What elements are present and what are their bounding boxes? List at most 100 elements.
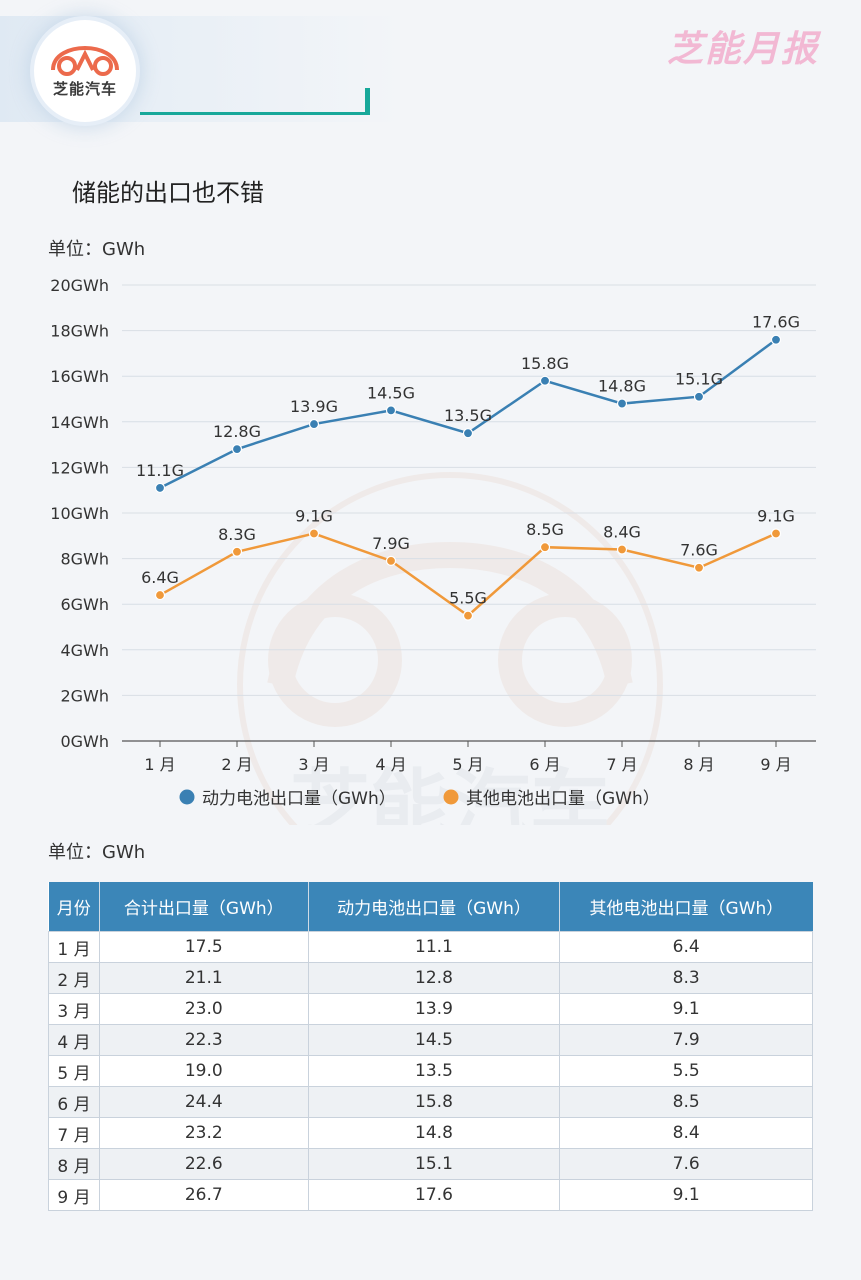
table-cell: 5 月 — [48, 1055, 100, 1087]
table-cell: 5.5 — [559, 1055, 813, 1087]
x-tick-label: 7 月 — [606, 755, 637, 774]
data-point — [616, 398, 628, 409]
data-point — [385, 555, 397, 566]
data-label: 8.4G — [603, 522, 641, 541]
table-header-cell: 月份 — [48, 882, 100, 932]
table-header-row: 月份 合计出口量（GWh） 动力电池出口量（GWh） 其他电池出口量（GWh） — [48, 882, 813, 932]
data-label: 12.8G — [213, 422, 261, 441]
x-tick-label: 1 月 — [144, 755, 175, 774]
data-point — [693, 562, 705, 573]
data-label: 15.8G — [521, 354, 569, 373]
y-tick-label: 0GWh — [60, 732, 109, 751]
table-header-cell: 其他电池出口量（GWh） — [559, 882, 813, 932]
table-cell: 8 月 — [48, 1148, 100, 1180]
brand-title: 芝能月报 — [666, 29, 819, 70]
data-label: 13.9G — [290, 397, 338, 416]
y-tick-label: 12GWh — [50, 458, 109, 477]
table-row: 6 月 24.4 15.8 8.5 — [48, 1086, 813, 1118]
table-cell: 14.8 — [307, 1117, 561, 1149]
export-table: 月份 合计出口量（GWh） 动力电池出口量（GWh） 其他电池出口量（GWh） 1 月… — [48, 882, 813, 1211]
data-point — [693, 391, 705, 402]
legend-marker-icon — [443, 789, 459, 805]
table-cell: 15.1 — [307, 1148, 561, 1180]
data-point — [462, 428, 474, 439]
x-tick-label: 3 月 — [298, 755, 329, 774]
table-cell: 6 月 — [48, 1086, 100, 1118]
table-row: 5 月 19.0 13.5 5.5 — [48, 1055, 813, 1087]
data-point — [154, 589, 166, 601]
data-label: 5.5G — [449, 589, 487, 608]
data-point — [616, 544, 628, 555]
data-point — [154, 482, 166, 494]
table-cell: 19.0 — [98, 1055, 309, 1087]
data-label: 9.1G — [295, 507, 333, 526]
table-cell: 9.1 — [559, 1179, 813, 1211]
table-cell: 24.4 — [98, 1086, 309, 1118]
data-label: 8.3G — [218, 525, 256, 544]
table-cell: 22.3 — [98, 1024, 309, 1056]
table-cell: 7.6 — [559, 1148, 813, 1180]
data-label: 17.6G — [752, 313, 800, 332]
legend-marker-icon — [179, 789, 195, 805]
table-cell: 1 月 — [48, 931, 100, 963]
data-point — [539, 375, 551, 386]
table-cell: 12.8 — [307, 962, 561, 994]
line-chart: 芝能汽车 0GWh 2GWh 4GWh 6GWh 8GWh 10GWh 12GWh 14GWh… — [50, 276, 816, 825]
data-label: 7.9G — [372, 534, 410, 553]
table-cell: 2 月 — [48, 962, 100, 994]
table-cell: 7.9 — [559, 1024, 813, 1056]
table-unit-label: 单位：GWh — [48, 842, 146, 863]
table-cell: 7 月 — [48, 1117, 100, 1149]
data-point — [308, 418, 320, 430]
table-cell: 15.8 — [307, 1086, 561, 1118]
y-axis-ticks: 0GWh 2GWh 4GWh 6GWh 8GWh 10GWh 12GWh 14GWh 16GWh… — [50, 276, 109, 751]
logo-text: 芝能汽车 — [52, 80, 117, 98]
x-tick-label: 8 月 — [683, 755, 714, 774]
table-cell: 8.5 — [559, 1086, 813, 1118]
table-cell: 21.1 — [98, 962, 309, 994]
header-divider — [140, 112, 368, 115]
table-cell: 6.4 — [559, 931, 813, 963]
y-tick-label: 8GWh — [60, 550, 109, 569]
data-point — [539, 542, 551, 553]
data-label: 14.8G — [598, 377, 646, 396]
table-cell: 13.9 — [307, 993, 561, 1025]
chart-grid — [122, 284, 816, 742]
table-cell: 26.7 — [98, 1179, 309, 1211]
x-tick-label: 6 月 — [529, 755, 560, 774]
y-tick-label: 2GWh — [60, 686, 109, 705]
y-tick-label: 20GWh — [50, 276, 109, 295]
table-row: 2 月 21.1 12.8 8.3 — [48, 962, 813, 994]
x-tick-label: 9 月 — [760, 755, 791, 774]
table-cell: 22.6 — [98, 1148, 309, 1180]
table-header-cell: 动力电池出口量（GWh） — [308, 882, 561, 932]
chart-series: 11.1G 12.8G 13.9G 14.5G 13.5G 15.8G 14.8G 15.1G… — [136, 313, 800, 621]
data-label: 7.6G — [680, 541, 718, 560]
data-label: 14.5G — [367, 383, 415, 402]
table-cell: 13.5 — [307, 1055, 561, 1087]
data-label: 15.1G — [675, 370, 723, 389]
header-divider-end — [365, 88, 370, 115]
table-row: 7 月 23.2 14.8 8.4 — [48, 1117, 813, 1149]
table-cell: 8.3 — [559, 962, 813, 994]
table-row: 8 月 22.6 15.1 7.6 — [48, 1148, 813, 1180]
table-cell: 8.4 — [559, 1117, 813, 1149]
data-point — [231, 546, 243, 557]
table-cell: 4 月 — [48, 1024, 100, 1056]
table-cell: 14.5 — [307, 1024, 561, 1056]
y-tick-label: 18GWh — [50, 322, 109, 341]
data-label: 11.1G — [136, 461, 184, 480]
logo: 芝能汽车 — [34, 20, 136, 122]
data-label: 9.1G — [757, 507, 795, 526]
table-body: 1 月 17.5 11.1 6.4 2 月 21.1 12.8 8.3 3 月 23.0 13.9 9… — [48, 931, 813, 1211]
x-tick-label: 2 月 — [221, 755, 252, 774]
page-title: 储能的出口也不错 — [72, 179, 264, 207]
table-cell: 17.5 — [98, 931, 309, 963]
table-header-cell: 合计出口量（GWh） — [99, 882, 309, 932]
y-tick-label: 4GWh — [60, 641, 109, 660]
table-cell: 3 月 — [48, 993, 100, 1025]
table-row: 3 月 23.0 13.9 9.1 — [48, 993, 813, 1025]
watermark: 芝能汽车 — [237, 472, 663, 825]
table-cell: 11.1 — [307, 931, 561, 963]
data-point — [385, 405, 397, 416]
